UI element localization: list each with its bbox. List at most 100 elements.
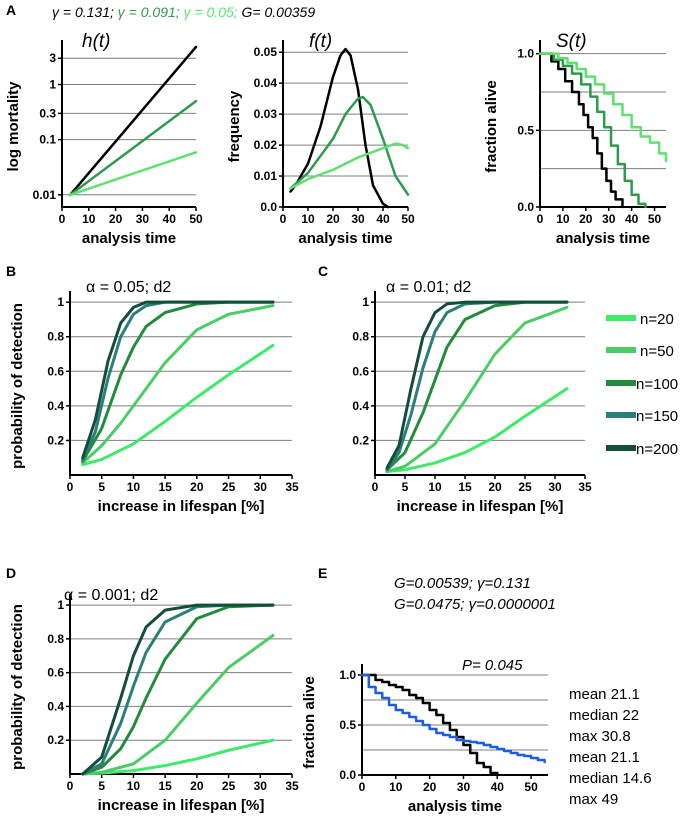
x-tick-label: 30 xyxy=(254,480,268,494)
x-tick-label: 15 xyxy=(158,480,172,494)
y-tick-label: 1.0 xyxy=(339,668,356,682)
y-tick-label: 3 xyxy=(49,51,56,65)
x-tick-label: 10 xyxy=(82,212,96,226)
x-tick-label: 10 xyxy=(389,780,403,794)
x-tick-label: 40 xyxy=(376,212,390,226)
chart-title: h(t) xyxy=(82,31,111,52)
x-tick-label: 30 xyxy=(136,212,150,226)
axes xyxy=(539,40,666,208)
x-tick-label: 40 xyxy=(163,212,177,226)
x-axis-label: increase in lifespan [%] xyxy=(98,498,265,515)
x-tick-label: 10 xyxy=(127,779,141,793)
x-tick-label: 5 xyxy=(98,779,105,793)
series-line-n=150 xyxy=(81,603,275,776)
x-tick-label: 10 xyxy=(556,212,570,226)
chart-D: 0.20.40.60.810 5 10 15 20 25 30 35α = 0.001; d2… xyxy=(9,587,299,814)
x-tick-label: 35 xyxy=(285,779,299,793)
series-line-black xyxy=(360,673,499,777)
x-tick-label: 15 xyxy=(158,779,172,793)
y-tick-label: 0.0 xyxy=(517,200,534,214)
x-tick-label: 35 xyxy=(285,480,299,494)
x-tick-label: 20 xyxy=(423,780,437,794)
x-tick-label: 0 xyxy=(67,480,74,494)
x-tick-label: 10 xyxy=(301,212,315,226)
series-line-n=100 xyxy=(81,603,275,776)
axes xyxy=(61,40,196,208)
x-tick-label: 50 xyxy=(401,212,415,226)
series-line-light xyxy=(68,151,198,197)
y-axis-label: log mortality xyxy=(5,81,22,172)
y-tick-label: 0.3 xyxy=(39,106,56,120)
chart-title: α = 0.01; d2 xyxy=(386,279,471,296)
chart-title: f(t) xyxy=(309,31,332,52)
y-tick-label: 0.5 xyxy=(517,123,534,137)
y-tick-label: 0.01 xyxy=(33,188,57,202)
x-axis-label: analysis time xyxy=(298,230,392,247)
y-tick-label: 0.8 xyxy=(47,330,64,344)
x-tick-label: 40 xyxy=(491,780,505,794)
chart-A-f: 0.0 0.01 0.02 0.03 0.04 0.05 0 10 20 30 40 50 f(t) an… xyxy=(226,31,415,247)
y-tick-label: 0.2 xyxy=(47,433,64,447)
series-line-black xyxy=(289,47,390,209)
x-tick-label: 20 xyxy=(190,480,204,494)
x-axis-label: analysis time xyxy=(556,230,650,247)
x-tick-label: 25 xyxy=(222,480,236,494)
axes xyxy=(361,664,548,776)
x-tick-label: 30 xyxy=(254,779,268,793)
x-tick-label: 30 xyxy=(457,780,471,794)
chart-C: 0.20.40.60.810 5 10 15 20 25 30 35α = 0.01; d2i… xyxy=(352,279,592,515)
x-tick-label: 0 xyxy=(59,212,66,226)
y-tick-label: 0.1 xyxy=(39,133,56,147)
chart-E: 0.0 0.5 1.0 0 10 20 30 40 50 analysis time fractio… xyxy=(301,664,548,815)
y-tick-label: 0.6 xyxy=(47,364,64,378)
series-line-n=50 xyxy=(81,304,275,465)
axes xyxy=(69,291,292,476)
x-tick-label: 25 xyxy=(518,480,532,494)
x-axis-label: increase in lifespan [%] xyxy=(397,498,564,515)
y-tick-label: 0.8 xyxy=(47,632,64,646)
series-line-light xyxy=(289,142,410,190)
x-tick-label: 20 xyxy=(488,480,502,494)
y-axis-label: probability of detection xyxy=(9,303,26,469)
x-tick-label: 20 xyxy=(579,212,593,226)
chart-A-S: 0.0 0.5 1.0 0 10 20 30 40 50 S(t) analysis time fra… xyxy=(483,31,668,247)
chart-title: α = 0.001; d2 xyxy=(64,587,158,604)
y-tick-label: 1 xyxy=(49,78,56,92)
x-axis-label: analysis time xyxy=(82,230,176,247)
series-line-n=200 xyxy=(385,300,569,470)
y-tick-label: 0.03 xyxy=(254,107,278,121)
y-tick-label: 0.01 xyxy=(254,169,278,183)
x-tick-label: 40 xyxy=(625,212,639,226)
x-tick-label: 15 xyxy=(458,480,472,494)
x-tick-label: 20 xyxy=(109,212,123,226)
y-tick-label: 0.2 xyxy=(47,733,64,747)
series-line-mid xyxy=(538,52,647,209)
y-tick-label: 0.6 xyxy=(47,666,64,680)
x-tick-label: 35 xyxy=(578,480,592,494)
series-line-n=50 xyxy=(385,305,569,474)
series-line-blue xyxy=(360,673,546,764)
x-tick-label: 30 xyxy=(351,212,365,226)
y-axis-label: probability of detection xyxy=(9,604,26,770)
series-line-black xyxy=(68,45,198,197)
x-tick-label: 0 xyxy=(280,212,287,226)
axes xyxy=(374,291,585,476)
x-tick-label: 50 xyxy=(189,212,203,226)
series-line-n=200 xyxy=(81,300,275,460)
x-tick-label: 50 xyxy=(524,780,538,794)
y-tick-label: 1 xyxy=(362,295,369,309)
y-tick-label: 1 xyxy=(57,598,64,612)
y-axis-label: frequency xyxy=(226,90,243,162)
y-tick-label: 0.8 xyxy=(352,330,369,344)
chart-B: 0.20.40.60.810 5 10 15 20 25 30 35α = 0.05; d2i… xyxy=(9,279,299,515)
series-line-n=100 xyxy=(81,300,275,463)
series-line-n=20 xyxy=(385,387,569,474)
series-line-black xyxy=(538,52,624,209)
axes xyxy=(69,594,292,775)
x-axis-label: analysis time xyxy=(408,798,502,815)
series-line-mid xyxy=(68,99,198,197)
y-tick-label: 0.4 xyxy=(47,399,64,413)
x-tick-label: 0 xyxy=(537,212,544,226)
y-tick-label: 0.4 xyxy=(352,399,369,413)
